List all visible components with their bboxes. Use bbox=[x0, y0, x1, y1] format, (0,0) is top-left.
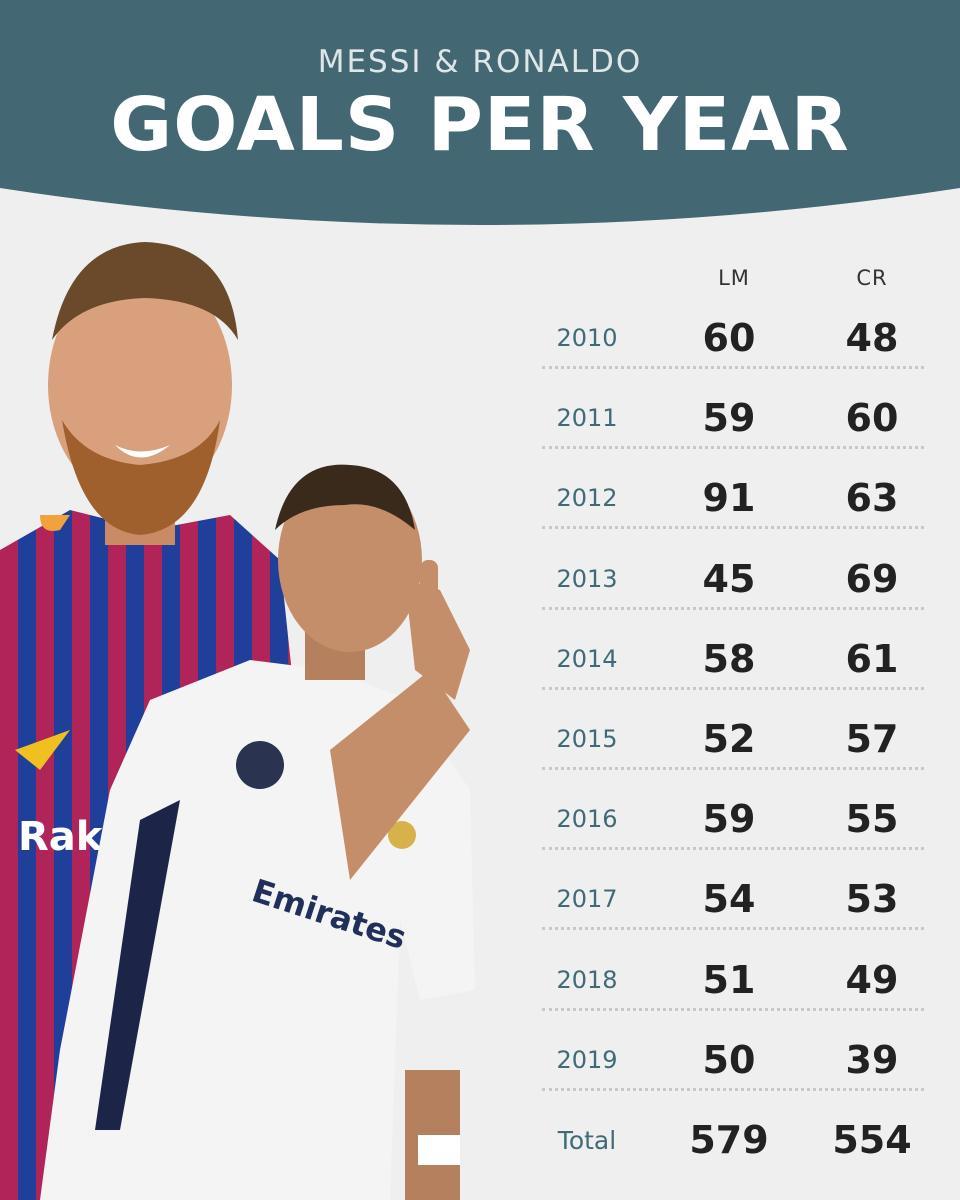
cr-goals: 60 bbox=[845, 396, 899, 441]
cr-goals: 55 bbox=[845, 797, 899, 842]
column-header-cr: CR bbox=[856, 266, 888, 290]
header-background bbox=[0, 0, 960, 225]
lm-goals: 91 bbox=[702, 476, 756, 521]
lm-goals: 51 bbox=[702, 957, 756, 1002]
row-divider bbox=[542, 606, 924, 610]
row-year: 2013 bbox=[556, 564, 618, 593]
cr-goals: 61 bbox=[845, 636, 899, 681]
lm-goals: 54 bbox=[702, 877, 756, 922]
table-row: 2013 45 69 bbox=[540, 543, 924, 623]
cr-goals: 39 bbox=[845, 1037, 899, 1082]
row-divider bbox=[542, 446, 924, 450]
row-year: 2010 bbox=[556, 324, 618, 352]
table-row: 2019 50 39 bbox=[540, 1024, 924, 1104]
lm-goals: 59 bbox=[702, 396, 756, 441]
row-year: 2019 bbox=[556, 1045, 618, 1074]
row-year: 2011 bbox=[556, 404, 618, 433]
table-row: 2011 59 60 bbox=[540, 382, 924, 462]
cr-goals: 57 bbox=[845, 717, 899, 761]
row-divider bbox=[542, 767, 924, 770]
row-year: 2014 bbox=[556, 644, 618, 673]
row-year: 2012 bbox=[556, 484, 618, 513]
svg-text:Rak: Rak bbox=[18, 814, 104, 860]
table-row: 2016 59 55 bbox=[540, 783, 924, 863]
column-header-lm: LM bbox=[718, 266, 750, 290]
lm-goals: 60 bbox=[702, 316, 756, 360]
row-year: 2017 bbox=[556, 885, 618, 914]
cr-goals: 69 bbox=[845, 556, 899, 601]
lm-goals: 59 bbox=[702, 797, 756, 842]
cr-goals: 48 bbox=[845, 316, 899, 360]
lm-goals: 50 bbox=[702, 1037, 756, 1082]
row-divider bbox=[542, 526, 924, 530]
row-year: 2015 bbox=[556, 725, 618, 753]
table-row: 2014 58 61 bbox=[540, 623, 924, 703]
cr-goals: 49 bbox=[845, 957, 899, 1002]
row-divider bbox=[542, 847, 924, 851]
row-year: 2018 bbox=[556, 965, 618, 994]
lm-goals: 58 bbox=[702, 636, 756, 681]
lm-goals: 52 bbox=[702, 717, 756, 761]
cr-goals: 53 bbox=[845, 877, 899, 922]
row-divider bbox=[542, 686, 924, 690]
table-row: 2018 51 49 bbox=[540, 944, 924, 1024]
table-row: 2017 54 53 bbox=[540, 863, 924, 943]
header-banner: MESSI & RONALDO GOALS PER YEAR bbox=[0, 0, 960, 240]
cr-goals: 554 bbox=[832, 1118, 912, 1162]
ronaldo-figure: Emirates bbox=[40, 464, 475, 1200]
table-row: Total 579 554 bbox=[540, 1104, 924, 1184]
row-year: Total bbox=[557, 1126, 617, 1155]
page-title: GOALS PER YEAR bbox=[110, 82, 850, 168]
table-row: 2015 52 57 bbox=[540, 703, 924, 783]
row-divider bbox=[542, 1007, 924, 1011]
table-row: 2010 60 48 bbox=[540, 302, 924, 382]
players-photo: Rak Emirates bbox=[0, 242, 475, 1200]
subtitle: MESSI & RONALDO bbox=[317, 44, 643, 80]
goals-table: LM CR 2010 60 48 2011 59 60 2012 91 63 2013 45 69 20… bbox=[540, 258, 924, 1178]
lm-goals: 579 bbox=[689, 1118, 769, 1162]
row-divider bbox=[542, 927, 924, 931]
row-year: 2016 bbox=[556, 805, 618, 834]
cr-goals: 63 bbox=[845, 476, 899, 521]
row-divider bbox=[542, 366, 924, 369]
lm-goals: 45 bbox=[702, 556, 756, 601]
table-row: 2012 91 63 bbox=[540, 462, 924, 542]
row-divider bbox=[542, 1087, 924, 1091]
